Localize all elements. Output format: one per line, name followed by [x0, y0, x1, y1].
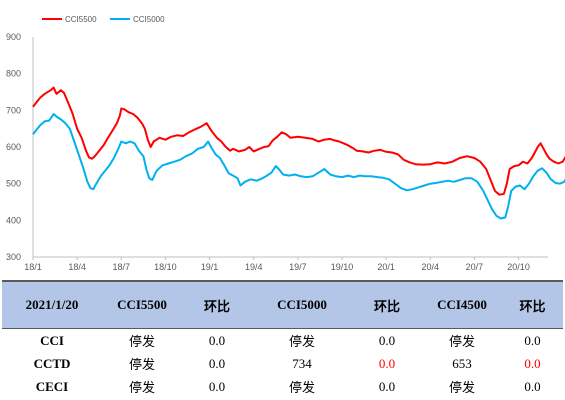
- series-line-cci5000: [32, 113, 565, 220]
- table-header-row: 2021/1/20 CCI5500 环比 CCI5000 环比 CCI4500 …: [2, 280, 563, 329]
- table-header-change: 环比: [352, 280, 422, 329]
- price-table: 2021/1/20 CCI5500 环比 CCI5000 环比 CCI4500 …: [2, 280, 563, 398]
- table-cell: 0.0: [378, 378, 396, 394]
- table-cell: 0.0: [524, 355, 541, 371]
- x-tick-label: 19/7: [289, 262, 307, 272]
- table-cell: 0.0: [524, 332, 541, 348]
- table-cell: 停发: [288, 334, 315, 349]
- y-tick-label: 900: [6, 32, 21, 42]
- x-tick-label: 18/7: [113, 262, 131, 272]
- row-label: CCTD: [33, 355, 71, 371]
- table-row: CECI 停发 0.0 停发 0.0 停发 0.0: [2, 375, 563, 398]
- line-chart: 300 400 500 600 700 800 900 18/1 18/4 18/7 18/10 19…: [6, 15, 565, 272]
- x-tick-label: 19/10: [331, 262, 354, 272]
- table-cell: 0.0: [378, 355, 396, 371]
- legend-label-cci5500: CCI5500: [65, 15, 97, 24]
- x-tick-label: 20/1: [377, 262, 395, 272]
- table-row: CCTD 停发 0.0 734 0.0 653 0.0: [2, 352, 563, 375]
- x-tick-label: 19/1: [201, 262, 219, 272]
- y-tick-label: 400: [6, 215, 21, 225]
- row-label: CCI: [40, 332, 64, 348]
- table-cell: 653: [452, 355, 472, 371]
- table-row: CCI 停发 0.0 停发 0.0 停发 0.0: [2, 329, 563, 353]
- table-cell: 停发: [448, 334, 475, 349]
- table-header-change: 环比: [182, 280, 252, 329]
- table-cell: 停发: [128, 380, 155, 395]
- table-header-cci4500: CCI4500: [422, 280, 502, 329]
- table-cell: 0.0: [524, 378, 541, 394]
- x-tick-label: 20/7: [466, 262, 484, 272]
- x-tick-label: 19/4: [245, 262, 263, 272]
- x-tick-label: 18/4: [68, 262, 86, 272]
- table-cell: 0.0: [378, 332, 396, 348]
- table-cell: 停发: [288, 380, 315, 395]
- y-tick-label: 300: [6, 252, 21, 262]
- table-cell: 734: [292, 355, 312, 371]
- table-date-header: 2021/1/20: [2, 280, 102, 329]
- y-tick-label: 700: [6, 105, 21, 115]
- table-header-change: 环比: [502, 280, 563, 329]
- table-cell: 0.0: [208, 332, 226, 348]
- table-header-cci5500: CCI5500: [102, 280, 182, 329]
- legend-label-cci5000: CCI5000: [133, 15, 165, 24]
- table-cell: 0.0: [208, 378, 226, 394]
- series-line-cci5500: [32, 86, 565, 196]
- y-tick-label: 600: [6, 142, 21, 152]
- x-tick-label: 18/10: [154, 262, 177, 272]
- y-tick-label: 500: [6, 179, 21, 189]
- row-label: CECI: [35, 378, 69, 394]
- x-tick-label: 18/1: [24, 262, 42, 272]
- y-tick-label: 800: [6, 69, 21, 79]
- table-cell: 停发: [128, 357, 155, 372]
- x-tick-label: 20/4: [422, 262, 440, 272]
- x-tick-label: 20/10: [507, 262, 530, 272]
- table-header-cci5000: CCI5000: [252, 280, 352, 329]
- table-cell: 停发: [448, 380, 475, 395]
- table-cell: 0.0: [208, 355, 226, 371]
- table-cell: 停发: [128, 334, 155, 349]
